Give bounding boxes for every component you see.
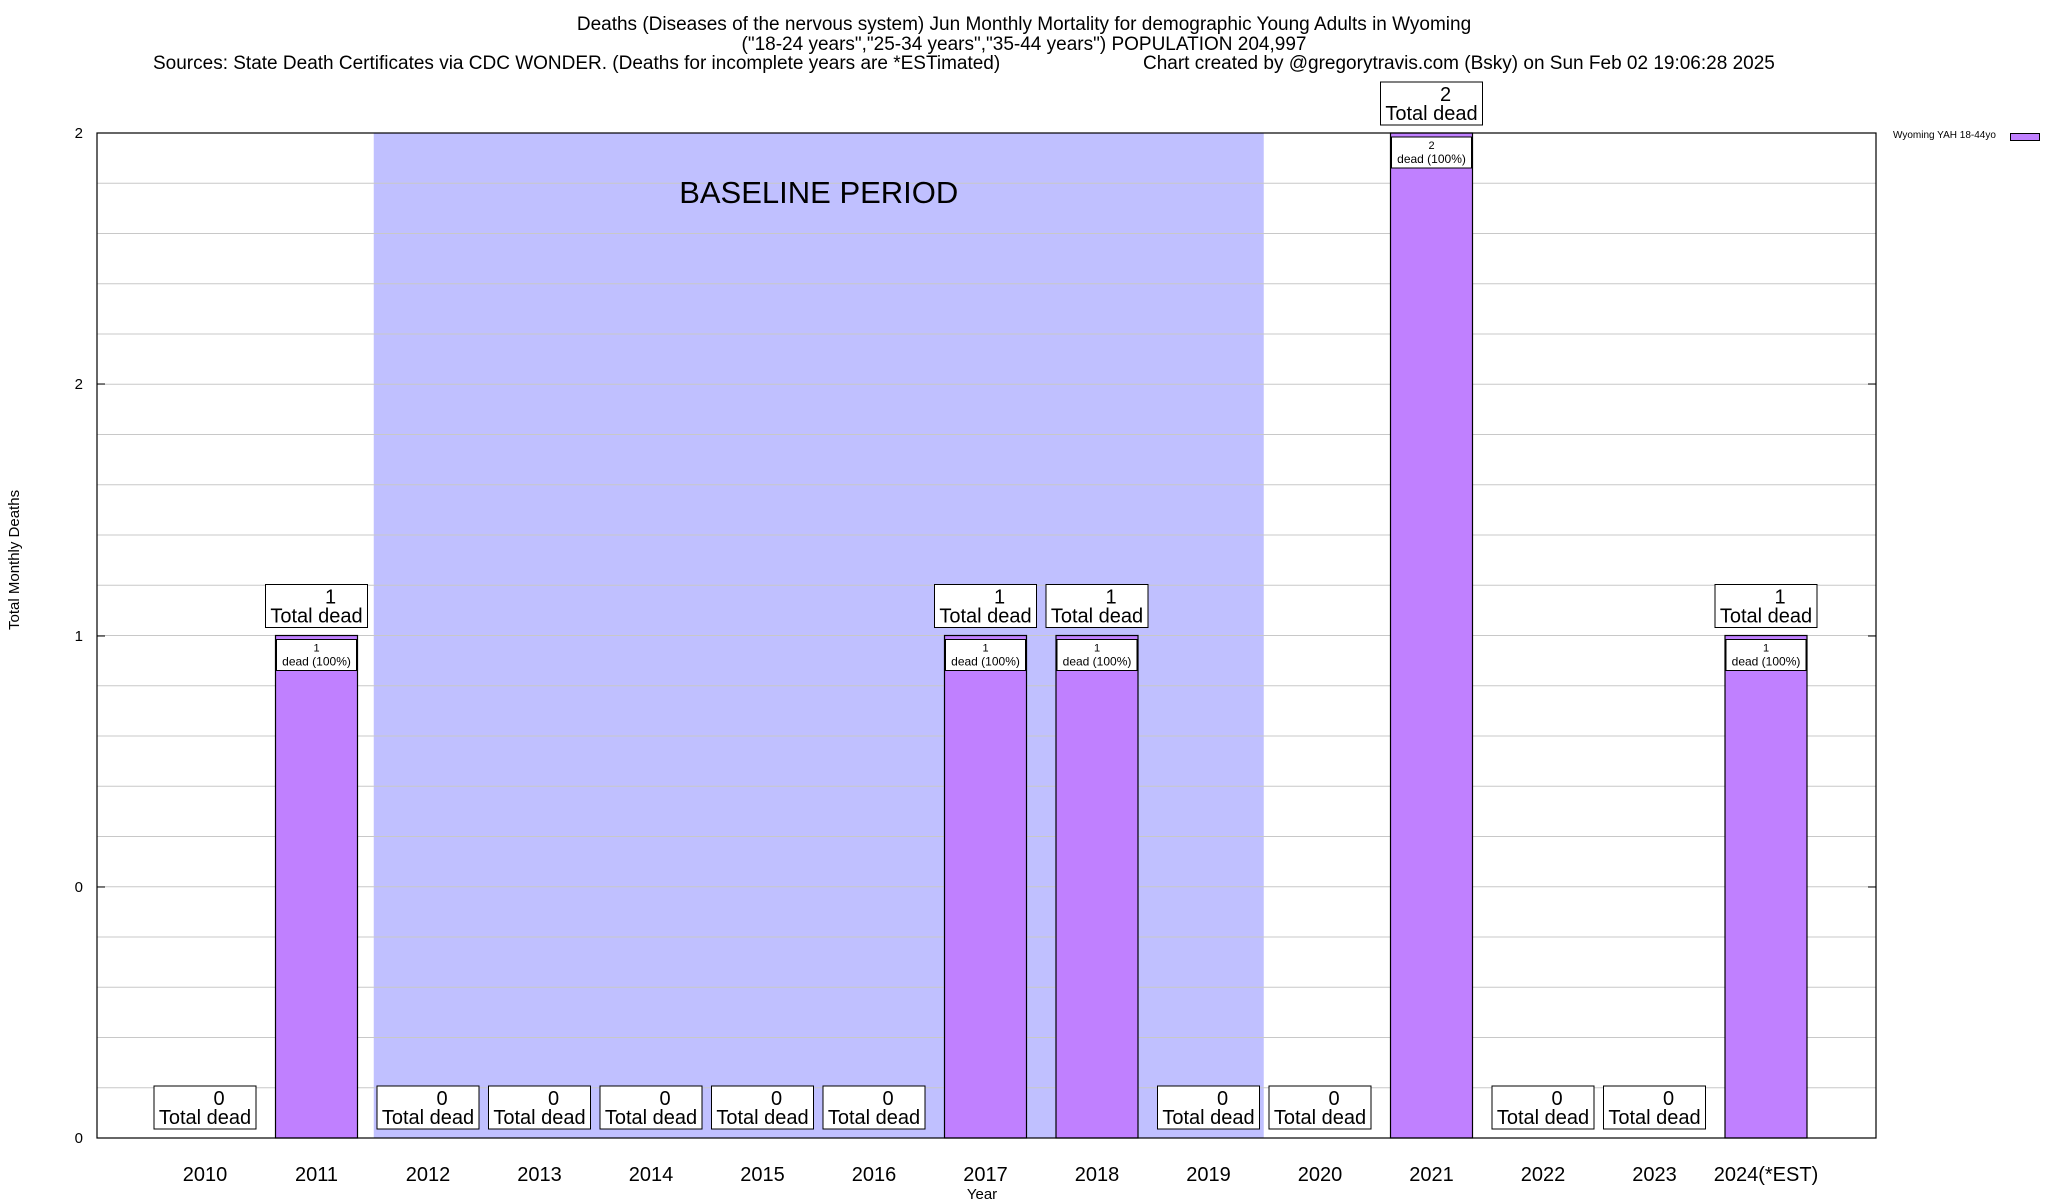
- x-tick-label: 2024(*EST): [1714, 1164, 1819, 1186]
- total-label: Total dead: [1162, 1107, 1254, 1129]
- total-value: 0: [659, 1088, 670, 1110]
- total-label-box: [153, 1085, 257, 1130]
- bar-inner-value: 1: [313, 643, 319, 655]
- total-value: 1: [1105, 587, 1116, 609]
- total-label: Total dead: [716, 1107, 808, 1129]
- x-tick-label: 2022: [1521, 1164, 1566, 1186]
- x-tick-label: 2016: [852, 1164, 897, 1186]
- bar-inner-value: 1: [1094, 643, 1100, 655]
- total-label: Total dead: [1385, 103, 1477, 125]
- bar-inner-label-box: [1056, 639, 1138, 671]
- y-tick-label: 1: [75, 628, 83, 645]
- bar-inner-label-box: [1725, 639, 1807, 671]
- total-label-box: [1714, 584, 1818, 628]
- y-tick-label: 2: [75, 125, 83, 142]
- chart-title: Deaths (Diseases of the nervous system) …: [576, 14, 1472, 35]
- total-label-box: [711, 1085, 814, 1130]
- total-value: 0: [1663, 1088, 1674, 1110]
- total-value: 0: [436, 1088, 447, 1110]
- total-label-box: [934, 584, 1037, 628]
- total-label: Total dead: [1051, 606, 1143, 628]
- total-label-box: [1380, 81, 1483, 126]
- x-tick-label: 2010: [183, 1164, 228, 1186]
- bar-inner-label-box: [276, 639, 357, 671]
- total-label: Total dead: [159, 1107, 251, 1129]
- total-label-box: [265, 584, 368, 628]
- total-value: 0: [1328, 1088, 1339, 1110]
- total-label-box: [1268, 1085, 1372, 1130]
- bar-inner-value: 1: [982, 643, 988, 655]
- bar-inner-value: 1: [1763, 643, 1769, 655]
- y-tick-label: 0: [75, 1130, 83, 1147]
- total-label-box: [376, 1085, 480, 1130]
- bar-inner-label-box: [1391, 136, 1472, 169]
- chart-credit: Chart created by @gregorytravis.com (Bsk…: [1143, 53, 1775, 74]
- total-label: Total dead: [605, 1107, 697, 1129]
- x-tick-label: 2011: [295, 1164, 338, 1186]
- bar-inner-label: dead (100%): [951, 655, 1020, 669]
- x-tick-label: 2021: [1409, 1164, 1454, 1186]
- bar: [1055, 634, 1139, 1139]
- bar-inner-label: dead (100%): [1063, 655, 1132, 669]
- total-value: 2: [1440, 84, 1451, 106]
- x-tick-label: 2014: [629, 1164, 674, 1186]
- total-value: 0: [882, 1088, 893, 1110]
- bar: [943, 634, 1028, 1139]
- bar-inner-label: dead (100%): [282, 655, 351, 669]
- total-label-box: [1603, 1085, 1706, 1130]
- bar: [274, 634, 359, 1139]
- total-value: 0: [771, 1088, 782, 1110]
- y-axis-label: Total Monthly Deaths: [6, 489, 23, 630]
- x-tick-label: 2019: [1186, 1164, 1231, 1186]
- bar-inner-label: dead (100%): [1397, 152, 1466, 166]
- total-label: Total dead: [1497, 1107, 1589, 1129]
- x-tick-label: 2018: [1075, 1164, 1120, 1186]
- total-label: Total dead: [382, 1107, 474, 1129]
- total-label: Total dead: [939, 606, 1031, 628]
- bar: [1724, 634, 1808, 1139]
- total-value: 0: [1551, 1088, 1562, 1110]
- x-tick-label: 2020: [1298, 1164, 1343, 1186]
- x-tick-label: 2015: [740, 1164, 785, 1186]
- bar-inner-value: 2: [1428, 140, 1434, 152]
- total-label-box: [1157, 1085, 1260, 1130]
- total-value: 1: [1774, 587, 1785, 609]
- plot-frame: [96, 132, 1877, 1139]
- chart-sources: Sources: State Death Certificates via CD…: [153, 53, 1001, 74]
- bar-inner-label: dead (100%): [1732, 655, 1801, 669]
- total-value: 0: [213, 1088, 224, 1110]
- baseline-period-label: BASELINE PERIOD: [679, 175, 958, 210]
- x-axis-label: Year: [967, 1186, 997, 1200]
- bar-inner-label-box: [945, 639, 1026, 671]
- total-label-box: [1491, 1085, 1595, 1130]
- total-label: Total dead: [1608, 1107, 1700, 1129]
- total-label-box: [822, 1085, 926, 1130]
- x-tick-label: 2012: [406, 1164, 451, 1186]
- x-tick-label: 2017: [963, 1164, 1008, 1186]
- x-tick-label: 2013: [517, 1164, 562, 1186]
- total-value: 0: [548, 1088, 559, 1110]
- chart-subtitle: ("18-24 years","25-34 years","35-44 year…: [741, 34, 1307, 55]
- total-label: Total dead: [1274, 1107, 1366, 1129]
- y-tick-label: 0: [75, 879, 83, 896]
- y-tick-label: 2: [75, 376, 83, 393]
- total-label: Total dead: [493, 1107, 585, 1129]
- total-value: 1: [994, 587, 1005, 609]
- total-label: Total dead: [1720, 606, 1812, 628]
- total-value: 0: [1217, 1088, 1228, 1110]
- x-tick-label: 2023: [1632, 1164, 1677, 1186]
- total-value: 1: [325, 587, 336, 609]
- total-label-box: [1045, 584, 1149, 628]
- legend-swatch: [2010, 133, 2040, 141]
- legend-label: Wyoming YAH 18-44yo: [1893, 130, 1996, 141]
- total-label-box: [488, 1085, 591, 1130]
- total-label: Total dead: [270, 606, 362, 628]
- bar: [1389, 132, 1474, 1139]
- total-label-box: [599, 1085, 703, 1130]
- total-label: Total dead: [828, 1107, 920, 1129]
